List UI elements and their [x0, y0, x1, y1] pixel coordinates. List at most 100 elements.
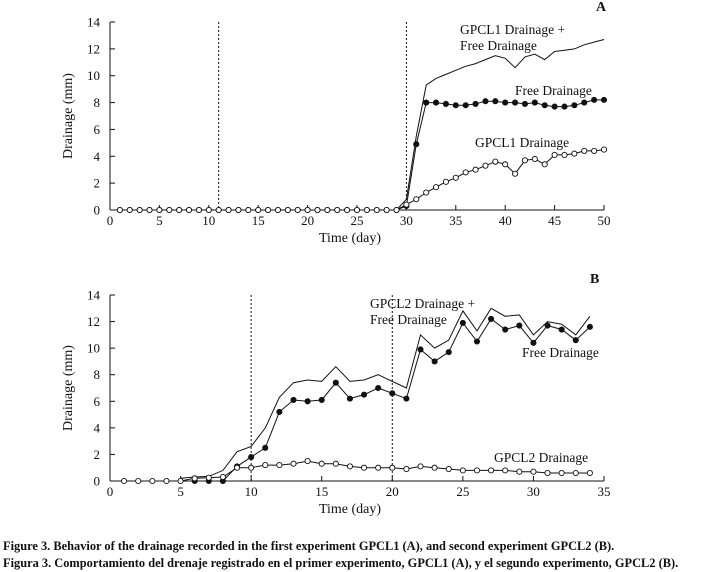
data-point — [551, 151, 558, 158]
data-point — [156, 206, 163, 214]
y-tick-label: 2 — [94, 176, 101, 191]
data-point — [512, 99, 519, 106]
chart-panel-b: 0 2 4 6 8 10 12 14 0 5 10 15 20 25 30 35 Time (day) Drain… — [61, 272, 611, 517]
data-point — [361, 391, 368, 398]
data-point — [591, 147, 598, 154]
series-annotation: GPCL2 Drainage + — [370, 296, 475, 311]
x-tick-label: 35 — [598, 484, 611, 499]
y-tick-label: 4 — [94, 420, 101, 435]
data-point — [473, 467, 481, 474]
chart-panel-a: 0 2 4 6 8 10 12 14 0 5 10 15 20 25 30 35 40 45 50 Time (day… — [61, 0, 611, 246]
y-tick-label: 14 — [87, 15, 101, 30]
data-point — [516, 322, 523, 329]
data-point — [383, 206, 390, 214]
data-point — [191, 475, 198, 482]
data-point — [215, 206, 222, 214]
data-point — [135, 477, 142, 485]
data-point — [393, 206, 400, 214]
data-point — [482, 98, 489, 105]
data-point — [531, 155, 538, 163]
caption-spanish: Figura 3. Comportamiento del drenaje reg… — [3, 556, 679, 570]
data-point — [502, 161, 509, 168]
x-tick-label: 35 — [449, 213, 462, 228]
data-point — [334, 206, 341, 214]
x-tick-label: 40 — [499, 213, 512, 228]
data-point — [332, 460, 339, 467]
data-point — [205, 206, 212, 214]
data-point — [146, 206, 153, 214]
series-free-drainage: Free Drainage — [191, 315, 599, 485]
data-point — [492, 98, 499, 105]
data-point — [445, 465, 452, 473]
x-tick-label: 10 — [202, 213, 215, 228]
y-tick-label: 12 — [87, 41, 100, 56]
data-point — [403, 395, 410, 402]
y-tick-label: 8 — [94, 95, 101, 110]
x-axis-label: Time (day) — [319, 231, 381, 246]
panel-label: B — [590, 272, 599, 287]
y-tick-label: 8 — [94, 367, 101, 382]
data-point — [472, 100, 479, 107]
data-point — [551, 103, 558, 110]
data-point — [442, 100, 449, 107]
data-point — [472, 166, 479, 173]
series-line — [180, 307, 591, 479]
data-point — [442, 178, 449, 185]
data-point — [445, 349, 452, 356]
series-gpcl2-drainage: GPCL2 Drainage — [121, 450, 593, 485]
series-line — [110, 39, 605, 211]
data-point — [586, 323, 593, 330]
data-point — [245, 206, 252, 214]
data-point — [290, 396, 297, 404]
data-point — [255, 206, 262, 214]
data-point — [591, 96, 598, 103]
x-tick-label: 15 — [252, 213, 265, 228]
data-point — [166, 206, 173, 214]
data-point — [413, 196, 420, 203]
data-point — [488, 467, 495, 474]
data-point — [373, 206, 380, 214]
data-point — [262, 444, 269, 451]
data-point — [558, 326, 565, 333]
data-point — [262, 462, 269, 469]
x-tick-label: 30 — [400, 213, 413, 228]
data-point — [290, 460, 297, 467]
data-point — [276, 408, 283, 415]
data-point — [423, 99, 430, 106]
data-point — [572, 337, 579, 344]
data-point — [502, 467, 509, 474]
x-axis-label: Time (day) — [319, 502, 381, 517]
x-tick-label: 20 — [386, 484, 399, 499]
data-point — [521, 157, 529, 164]
data-point — [136, 206, 143, 214]
data-point — [163, 477, 170, 485]
data-point — [248, 464, 255, 471]
data-point — [423, 189, 430, 196]
panel-label: A — [596, 0, 607, 15]
y-tick-label: 10 — [87, 341, 100, 356]
series-gpcl1-drainage: GPCL1 Drainage — [116, 135, 608, 214]
data-point — [541, 102, 548, 109]
data-point — [512, 170, 519, 177]
data-point — [389, 464, 396, 471]
data-point — [459, 319, 466, 326]
data-point — [492, 158, 499, 165]
data-point — [375, 384, 382, 392]
data-point — [177, 477, 184, 485]
y-tick-label: 6 — [94, 394, 101, 409]
data-point — [473, 338, 481, 345]
series-gpcl1-drainage-free-drainage: GPCL1 Drainage +Free Drainage — [110, 22, 605, 211]
data-point — [346, 395, 353, 402]
data-point — [417, 346, 424, 353]
data-point — [304, 206, 311, 214]
data-point — [304, 398, 311, 405]
data-point — [332, 379, 339, 386]
data-point — [561, 103, 568, 110]
data-point — [116, 206, 123, 214]
data-point — [403, 465, 410, 473]
series-gpcl2-drainage-free-drainage: GPCL2 Drainage +Free Drainage — [180, 296, 591, 479]
data-point — [185, 206, 193, 214]
data-point — [544, 469, 551, 477]
data-point — [235, 206, 242, 214]
data-point — [432, 99, 440, 106]
